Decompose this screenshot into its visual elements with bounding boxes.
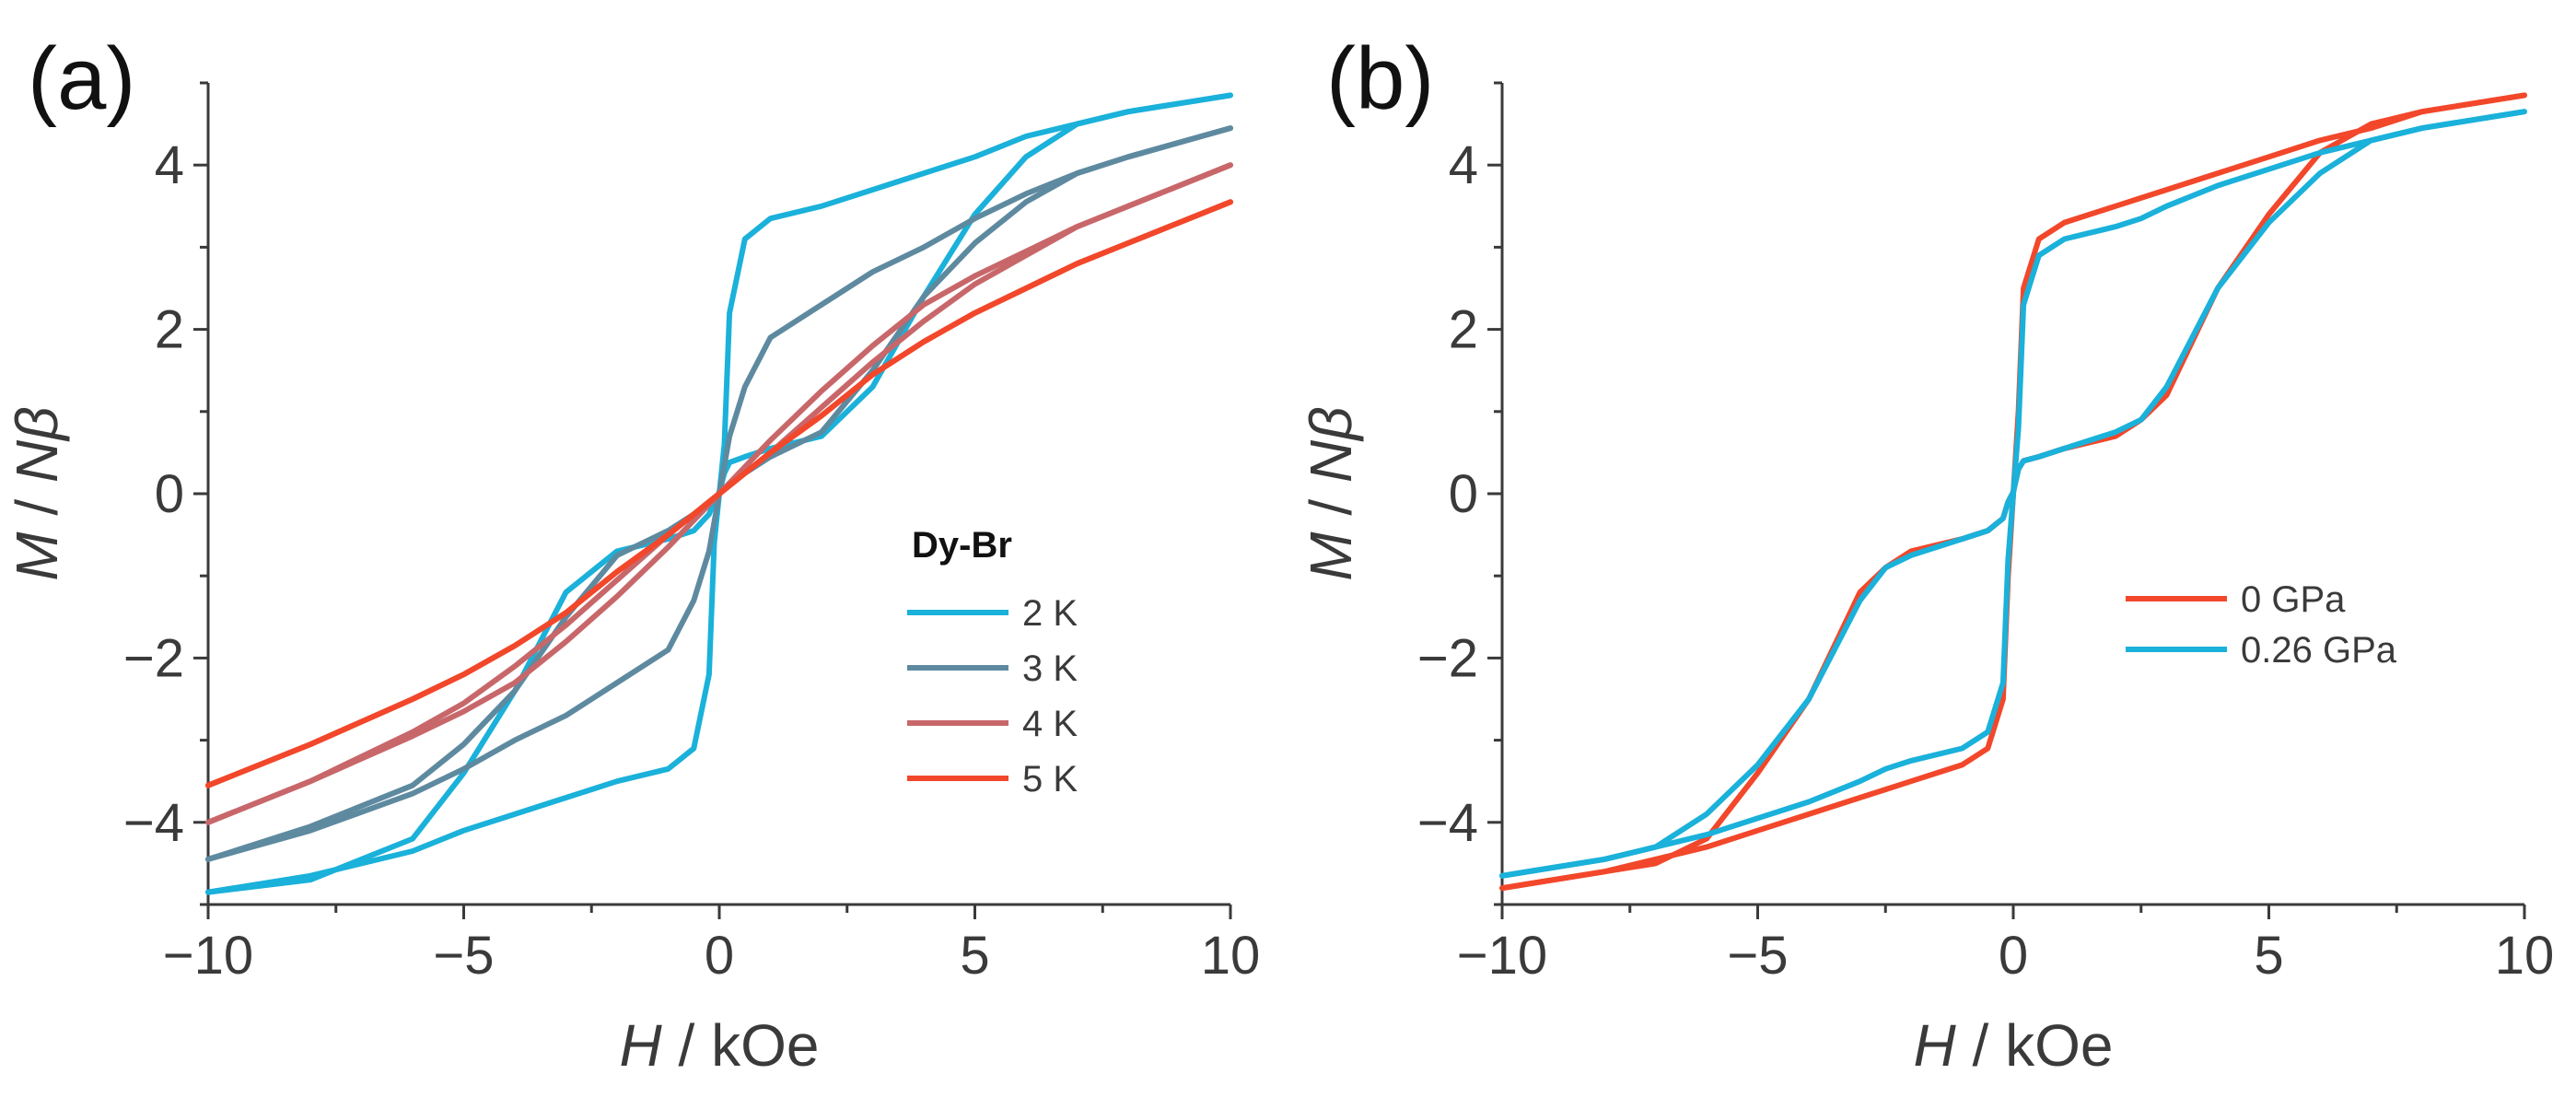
x-tick-label: −10 xyxy=(1457,926,1547,986)
y-tick-label: −4 xyxy=(1417,793,1478,853)
y-tick-label: 4 xyxy=(155,135,184,195)
x-tick-label: 5 xyxy=(960,926,989,986)
y-tick-label: −2 xyxy=(1417,628,1478,688)
panel-a: (a) −10 −5 0 5 10 −4 −2 0 2 4 H / kOe M / Nβ Dy-Br2 K… xyxy=(4,29,1260,1079)
panel-label: (b) xyxy=(1326,29,1434,128)
x-axis-label-symbol: H xyxy=(620,1012,663,1079)
y-tick-label: 2 xyxy=(155,300,184,360)
x-tick-label: −10 xyxy=(163,926,253,986)
y-tick-label: 0 xyxy=(1449,464,1478,524)
series-5-k xyxy=(205,199,1233,788)
x-axis-label-unit: / kOe xyxy=(1956,1012,2114,1079)
y-tick-label: 4 xyxy=(1449,135,1478,195)
x-axis-label-symbol: H xyxy=(1914,1012,1957,1079)
y-tick-label: −2 xyxy=(123,628,184,688)
legend-title: Dy-Br xyxy=(912,525,1012,566)
legend-label: 4 K xyxy=(1022,704,1078,744)
y-tick-label: 0 xyxy=(155,464,184,524)
y-axis-label-symbol-nbeta: Nβ xyxy=(4,406,70,483)
x-tick-label: 10 xyxy=(2495,926,2555,986)
legend-label: 2 K xyxy=(1022,593,1078,634)
x-tick-label: −5 xyxy=(1727,926,1788,986)
x-tick-label: 0 xyxy=(1999,926,2028,986)
legend-label: 5 K xyxy=(1022,759,1078,800)
legend-label: 3 K xyxy=(1022,648,1078,689)
y-axis-label-symbol-nbeta: Nβ xyxy=(1298,406,1364,483)
y-tick-label: −4 xyxy=(123,793,184,853)
x-axis-label-unit: / kOe xyxy=(662,1012,820,1079)
y-axis-label-separator: / xyxy=(4,483,70,531)
x-tick-label: −5 xyxy=(433,926,494,986)
legend-label: 0.26 GPa xyxy=(2241,630,2397,671)
y-axis-label-symbol-m: M xyxy=(4,531,70,581)
x-tick-label: 5 xyxy=(2254,926,2283,986)
legend: 0 GPa 0.26 GPa xyxy=(2126,579,2397,671)
y-axis-label: M / Nβ xyxy=(4,406,70,580)
y-tick-label: 2 xyxy=(1449,300,1478,360)
series-line-down-branch xyxy=(205,162,1233,825)
y-axis-label-separator: / xyxy=(1298,483,1364,531)
panel-b: (b) −10 −5 0 5 10 −4 −2 0 2 4 H / kOe M / Nβ 0 GPa 0.2… xyxy=(1298,29,2554,1079)
y-axis-label: M / Nβ xyxy=(1298,406,1364,580)
series-line-down-branch xyxy=(205,125,1233,862)
x-axis-label: H / kOe xyxy=(620,1012,820,1079)
series-0-26-gpa xyxy=(1499,109,2527,879)
series-line-down-branch xyxy=(205,199,1233,788)
y-axis-label-symbol-m: M xyxy=(1298,531,1364,581)
panel-label: (a) xyxy=(28,29,135,128)
x-tick-label: 0 xyxy=(705,926,734,986)
x-axis-label: H / kOe xyxy=(1914,1012,2114,1079)
series-line-down-branch xyxy=(1499,109,2527,879)
legend-label: 0 GPa xyxy=(2241,579,2346,620)
x-tick-label: 10 xyxy=(1201,926,1261,986)
legend: Dy-Br2 K 3 K 4 K 5 K xyxy=(907,525,1078,800)
